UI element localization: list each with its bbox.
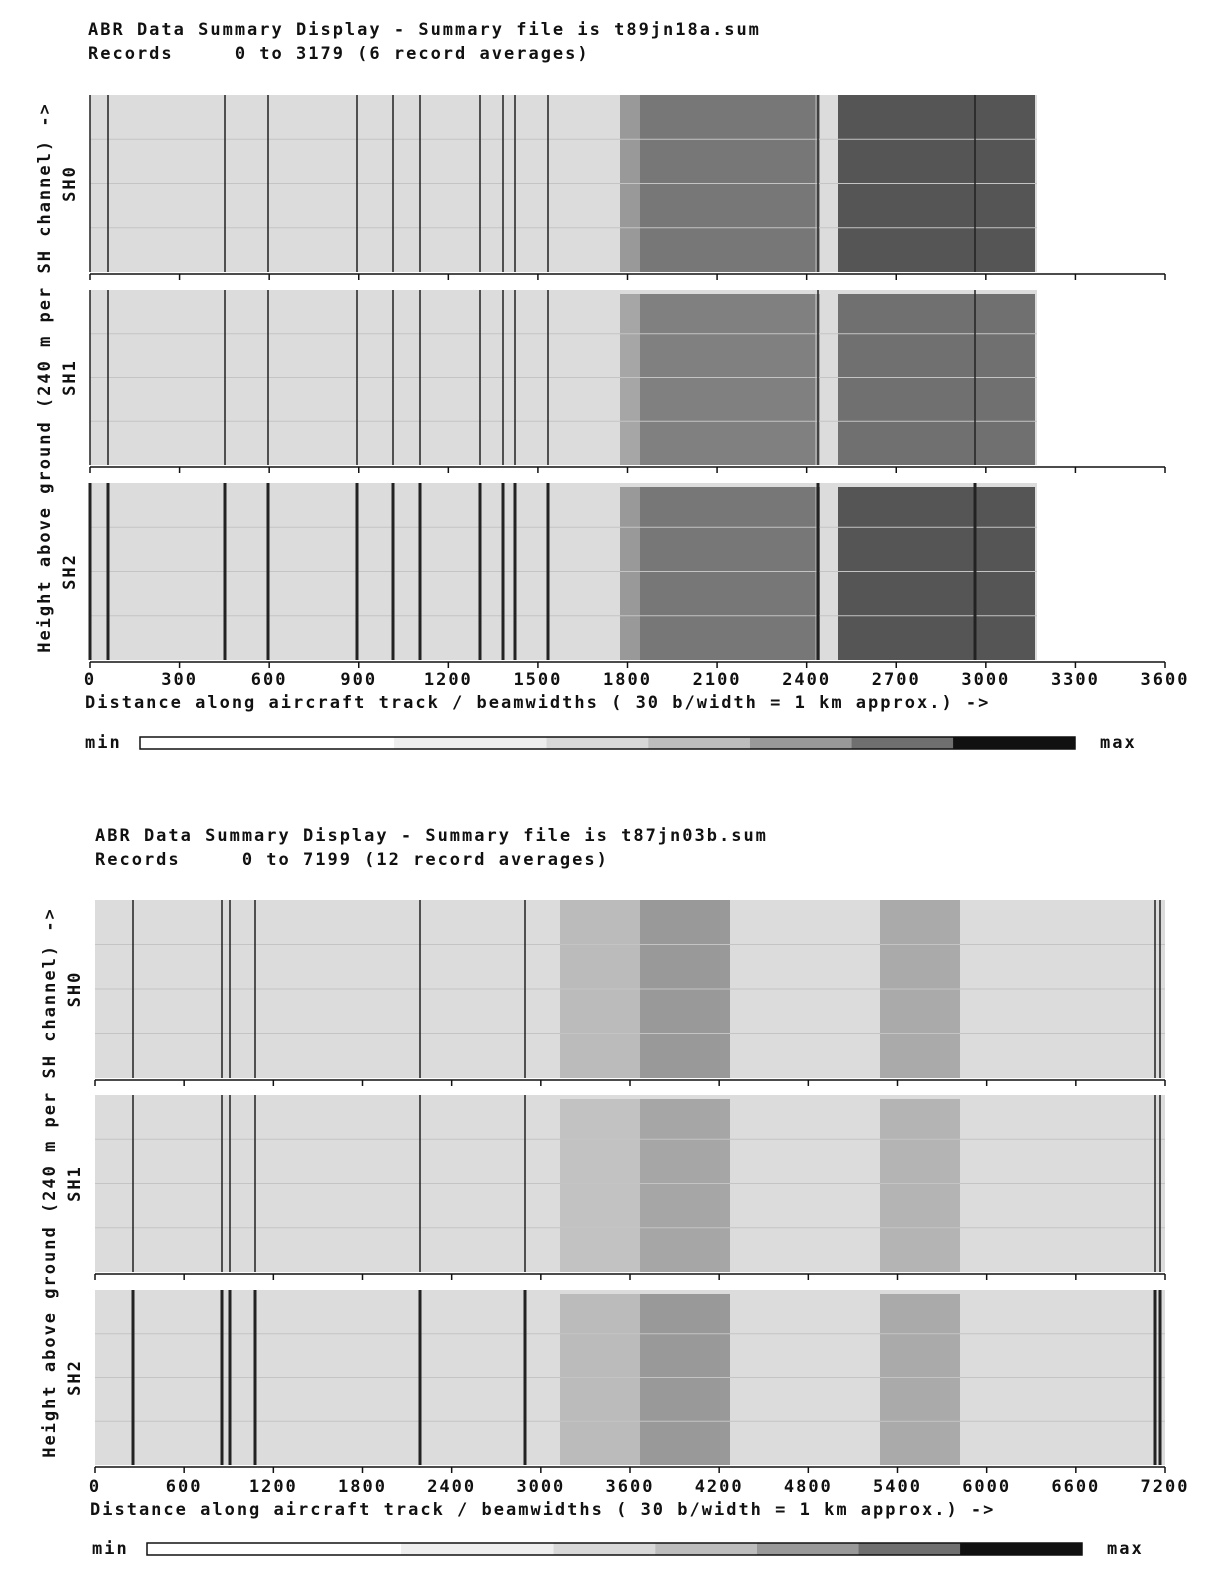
x-tick-label: 2400 <box>427 1477 476 1497</box>
x-tick-label: 3300 <box>1051 670 1100 690</box>
x-tick-label: 1200 <box>424 670 473 690</box>
x-tick-label: 3600 <box>1141 670 1190 690</box>
colorbar-frame <box>146 1542 1083 1556</box>
colorbar-segment <box>851 737 954 749</box>
x-tick-label: 7200 <box>1141 1477 1190 1497</box>
colorbar-segment <box>394 737 547 749</box>
chart-title: ABR Data Summary Display - Summary file … <box>88 20 761 40</box>
panel-label: SH1 <box>65 1165 85 1202</box>
colorbar-segment <box>401 1543 554 1555</box>
raster-echo <box>640 487 815 660</box>
colorbar-segment <box>960 1543 1082 1555</box>
x-tick-label: 1200 <box>249 1477 298 1497</box>
colorbar-segment <box>756 1543 859 1555</box>
x-tick-label: 0 <box>89 1477 101 1497</box>
panel-label: SH2 <box>65 1359 85 1396</box>
x-tick-label: 4800 <box>784 1477 833 1497</box>
colorbar-frame <box>139 736 1076 750</box>
raster-echo <box>838 294 1035 465</box>
panel-label: SH0 <box>60 165 80 202</box>
raster-echo <box>880 1294 960 1465</box>
x-tick-label: 300 <box>161 670 198 690</box>
x-axis-label: Distance along aircraft track / beamwidt… <box>85 693 990 713</box>
x-tick-label: 4200 <box>695 1477 744 1497</box>
raster-echo <box>640 1294 730 1465</box>
chart-subtitle: Records 0 to 7199 (12 record averages) <box>95 850 609 870</box>
colorbar-segment <box>953 737 1075 749</box>
colorbar-segment <box>655 1543 757 1555</box>
raster-echo <box>640 294 815 465</box>
colorbar-segment <box>553 1543 656 1555</box>
raster-echo <box>838 487 1035 660</box>
colorbar-segment <box>140 737 395 749</box>
chart-title: ABR Data Summary Display - Summary file … <box>95 826 768 846</box>
raster-echo <box>640 1099 730 1272</box>
x-axis-label: Distance along aircraft track / beamwidt… <box>90 1500 995 1520</box>
panel-label: SH2 <box>60 553 80 590</box>
x-tick-label: 0 <box>84 670 96 690</box>
x-tick-label: 6600 <box>1051 1477 1100 1497</box>
colorbar-segment <box>546 737 649 749</box>
x-tick-label: 6000 <box>962 1477 1011 1497</box>
colorbar-max-label: max <box>1107 1539 1144 1559</box>
x-tick-label: 2400 <box>782 670 831 690</box>
colorbar-segment <box>858 1543 961 1555</box>
x-tick-label: 600 <box>251 670 288 690</box>
x-tick-label: 1800 <box>603 670 652 690</box>
x-tick-label: 1800 <box>338 1477 387 1497</box>
colorbar-segment <box>147 1543 402 1555</box>
y-axis-label: Height above ground (240 m per SH channe… <box>35 102 55 653</box>
colorbar-max-label: max <box>1100 733 1137 753</box>
colorbar-min-label: min <box>92 1539 129 1559</box>
x-tick-label: 5400 <box>873 1477 922 1497</box>
x-tick-label: 3000 <box>516 1477 565 1497</box>
colorbar-segment <box>749 737 852 749</box>
raster-echo <box>560 1294 640 1465</box>
colorbar-segment <box>648 737 750 749</box>
y-axis-label: Height above ground (240 m per SH channe… <box>40 907 60 1458</box>
colorbar-min-label: min <box>85 733 122 753</box>
x-tick-label: 2100 <box>693 670 742 690</box>
raster-echo <box>880 1099 960 1272</box>
x-tick-label: 3000 <box>961 670 1010 690</box>
x-tick-label: 3600 <box>606 1477 655 1497</box>
x-tick-label: 2700 <box>872 670 921 690</box>
raster-echo <box>560 1099 640 1272</box>
chart-subtitle: Records 0 to 3179 (6 record averages) <box>88 44 590 64</box>
panel-label: SH0 <box>65 971 85 1008</box>
x-tick-label: 1500 <box>513 670 562 690</box>
panel-label: SH1 <box>60 359 80 396</box>
x-tick-label: 600 <box>166 1477 203 1497</box>
x-tick-label: 900 <box>340 670 377 690</box>
